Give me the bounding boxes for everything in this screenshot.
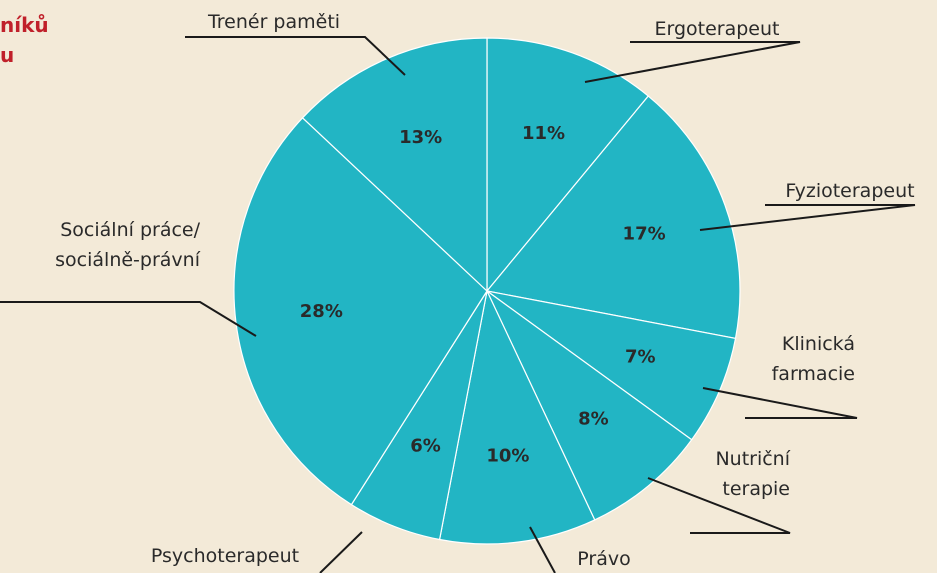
leader-line [584, 41, 801, 83]
leader-line [185, 36, 406, 76]
value-label: 8% [578, 409, 609, 430]
value-label: 17% [623, 223, 666, 244]
category-label: Sociální práce/sociálně-právní [55, 219, 201, 271]
category-label: Právo [577, 548, 630, 570]
category-label: Fyzioterapeut [785, 180, 914, 202]
leader-line [0, 301, 257, 337]
value-label: 11% [522, 123, 565, 144]
chart-title: níků [0, 13, 49, 37]
leader-line [647, 477, 791, 534]
leader-line [529, 526, 556, 573]
pie-slice [485, 95, 741, 340]
category-label: Nutriční terapie [715, 448, 790, 500]
value-label: 7% [625, 346, 656, 367]
leader-line [702, 387, 858, 419]
chart-title: u [0, 43, 14, 67]
pie-slice [486, 37, 650, 293]
pie-slice [438, 289, 596, 545]
value-label: 10% [486, 446, 529, 467]
category-label: Trenér paměti [207, 11, 340, 33]
leader-line [699, 204, 916, 231]
value-label: 28% [300, 301, 343, 322]
category-label: Ergoterapeut [654, 18, 779, 40]
category-label: Klinická farmacie [772, 333, 855, 385]
category-label: Psychoterapeut [151, 545, 299, 567]
leader-line [319, 531, 363, 573]
pie-slice [486, 290, 693, 521]
value-label: 13% [399, 127, 442, 148]
value-label: 6% [410, 435, 441, 456]
